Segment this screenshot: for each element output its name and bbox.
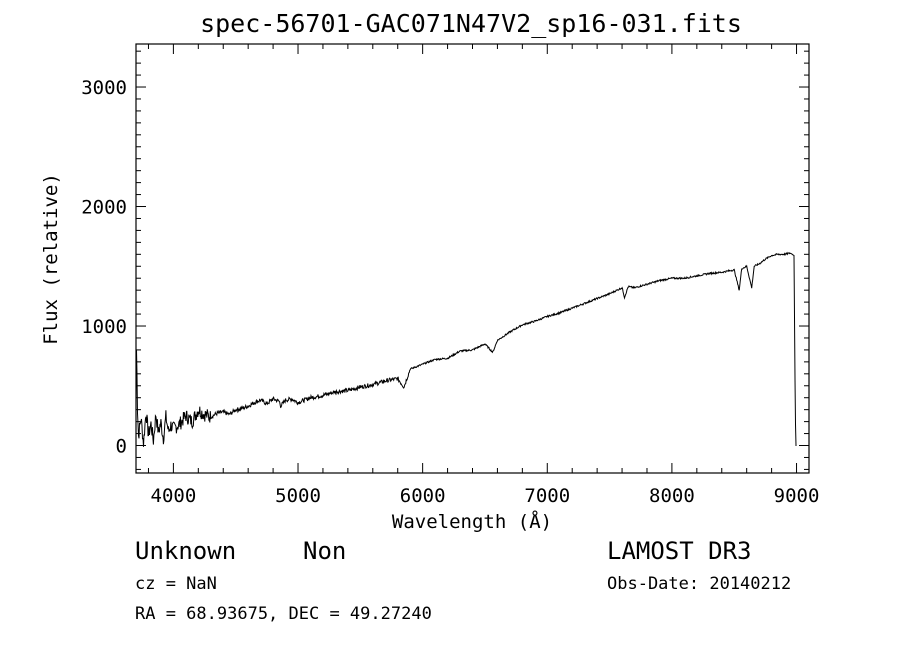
y-tick-label: 2000	[81, 197, 127, 219]
x-tick-label: 4000	[151, 485, 197, 507]
cz-label: cz = NaN	[135, 574, 217, 594]
spectrum-line	[135, 251, 797, 447]
y-tick-label: 1000	[81, 316, 127, 338]
y-tick-label: 3000	[81, 77, 127, 99]
obs-date-label: Obs-Date: 20140212	[607, 574, 791, 594]
survey-label: LAMOST DR3	[607, 537, 752, 565]
chart-title: spec-56701-GAC071N47V2_sp16-031.fits	[200, 9, 742, 38]
plot-frame	[135, 43, 810, 474]
y-tick-label: 0	[116, 436, 127, 458]
y-axis-label: Flux (relative)	[40, 173, 62, 345]
coords-label: RA = 68.93675, DEC = 49.27240	[135, 604, 432, 624]
subclass-label: Non	[303, 537, 346, 565]
x-tick-label: 5000	[275, 485, 321, 507]
class-label: Unknown	[135, 537, 236, 565]
y-tick-labels: 0 1000 2000 3000	[81, 77, 127, 457]
x-axis-label: Wavelength (Å)	[392, 510, 552, 533]
x-tick-label: 8000	[649, 485, 695, 507]
axis-ticks	[136, 44, 809, 473]
x-tick-label: 7000	[524, 485, 570, 507]
x-tick-label: 6000	[400, 485, 446, 507]
x-tick-label: 9000	[774, 485, 820, 507]
x-tick-labels: 4000 5000 6000 7000 8000 9000	[151, 485, 820, 507]
